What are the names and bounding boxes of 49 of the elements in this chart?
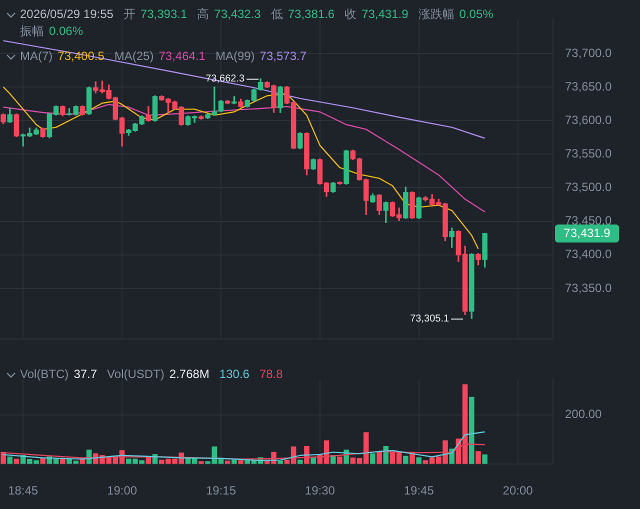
annotation: 73,662.3 [206,74,245,85]
annotation: 高 73,432.3 [197,7,261,21]
y-tick-label: 73,500.0 [565,180,612,194]
bar [60,458,66,464]
annotation: MA(99) 73,573.7 [215,49,307,63]
y-tick-label: 73,400.0 [565,247,612,262]
bar [403,456,408,464]
x-tick-label: 19:45 [404,484,434,498]
chart-title: 2026/05/29 19:55 [20,6,114,23]
x-tick-label: 19:15 [206,484,236,498]
y-tick-label: 73,550.0 [565,146,612,160]
bar [416,457,422,464]
bar [238,460,244,464]
bar [298,460,303,464]
bar [337,456,342,464]
y-tick-label: 73,350.0 [565,280,612,295]
x-tick-label: 19:30 [304,484,336,498]
bar [278,460,283,464]
annotation: 130.6 [219,367,250,381]
annotation: 低 73,381.6 [270,7,335,21]
bar [232,460,237,464]
annotation: Vol(USDT) 2.768M [107,367,210,381]
bar [7,456,13,464]
x-tick-label: 18:45 [8,484,38,498]
bar [469,396,474,464]
bar [310,458,316,464]
annotation: 涨跌幅 0.05% [418,7,494,21]
text: 73,431.9 [564,226,611,240]
bar [476,451,481,464]
bar [198,461,204,464]
bar [14,458,20,464]
bar [376,451,382,464]
annotation: Vol(BTC) 37.7 [20,367,98,381]
bar [370,453,376,464]
annotation: 73,305.1 [410,313,450,324]
y-tick-label: 73,450.0 [565,214,612,228]
bar [482,454,488,464]
annotation: 78.8 [259,367,283,381]
annotation: 收 73,431.9 [344,7,408,21]
bar [224,460,230,464]
x-tick-label: 19:00 [107,484,138,498]
y-tick-label: 73,650.0 [565,79,612,94]
y-tick-label: 73,600.0 [565,112,612,127]
y-tick-label: 200.00 [565,407,602,422]
annotation: 振幅 0.06% [20,24,84,38]
annotation: MA(25) 73,464.1 [114,49,206,63]
annotation: 开 73,393.1 [123,7,188,21]
y-tick-label: 73,700.0 [565,46,612,60]
x-tick-label: 20:00 [502,484,534,498]
